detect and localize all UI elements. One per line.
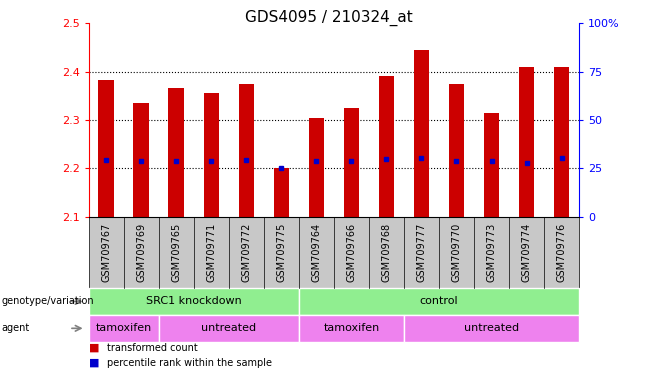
- Text: untreated: untreated: [201, 323, 257, 333]
- Bar: [168, 88, 184, 217]
- Bar: [238, 84, 254, 217]
- Text: percentile rank within the sample: percentile rank within the sample: [107, 358, 272, 368]
- Text: GSM709767: GSM709767: [101, 223, 111, 282]
- Bar: [203, 93, 219, 217]
- Text: genotype/variation: genotype/variation: [1, 296, 94, 306]
- Bar: [414, 50, 430, 217]
- Bar: [449, 84, 465, 217]
- Text: GSM709769: GSM709769: [136, 223, 146, 282]
- Text: transformed count: transformed count: [107, 343, 198, 353]
- Text: tamoxifen: tamoxifen: [95, 323, 152, 333]
- Bar: [343, 108, 359, 217]
- Text: tamoxifen: tamoxifen: [323, 323, 380, 333]
- Text: GSM709775: GSM709775: [276, 223, 286, 282]
- Bar: [99, 80, 114, 217]
- Text: GSM709774: GSM709774: [522, 223, 532, 282]
- Text: GDS4095 / 210324_at: GDS4095 / 210324_at: [245, 10, 413, 26]
- Text: agent: agent: [1, 323, 30, 333]
- Text: GSM709771: GSM709771: [207, 223, 216, 282]
- Text: GSM709766: GSM709766: [347, 223, 357, 282]
- Text: GSM709772: GSM709772: [241, 223, 251, 282]
- Text: SRC1 knockdown: SRC1 knockdown: [146, 296, 241, 306]
- Text: GSM709764: GSM709764: [311, 223, 321, 282]
- Bar: [378, 76, 394, 217]
- Text: GSM709768: GSM709768: [382, 223, 392, 282]
- Text: ■: ■: [89, 343, 99, 353]
- Text: GSM709776: GSM709776: [557, 223, 567, 282]
- Text: GSM709773: GSM709773: [486, 223, 497, 282]
- Text: control: control: [420, 296, 458, 306]
- Bar: [484, 113, 499, 217]
- Bar: [274, 169, 290, 217]
- Text: GSM709777: GSM709777: [417, 223, 426, 282]
- Bar: [309, 118, 324, 217]
- Text: untreated: untreated: [464, 323, 519, 333]
- Bar: [519, 67, 534, 217]
- Bar: [553, 67, 569, 217]
- Text: GSM709770: GSM709770: [451, 223, 461, 282]
- Bar: [134, 103, 149, 217]
- Text: ■: ■: [89, 358, 99, 368]
- Text: GSM709765: GSM709765: [171, 223, 182, 282]
